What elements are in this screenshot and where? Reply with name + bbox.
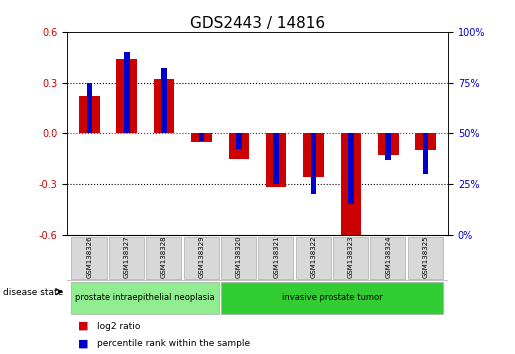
Text: ■: ■ <box>78 321 89 331</box>
Bar <box>191 133 212 142</box>
Bar <box>124 52 130 133</box>
Bar <box>296 237 331 279</box>
Bar <box>183 237 219 279</box>
Bar <box>416 133 436 150</box>
Bar <box>273 133 279 184</box>
Text: GSM138323: GSM138323 <box>348 236 354 278</box>
Bar <box>423 133 428 174</box>
Text: GSM138324: GSM138324 <box>385 236 391 278</box>
Text: GSM138320: GSM138320 <box>236 236 242 278</box>
Bar <box>258 237 294 279</box>
Bar <box>229 133 249 159</box>
Bar <box>221 282 443 314</box>
Text: GSM138325: GSM138325 <box>423 236 428 278</box>
Bar <box>72 237 107 279</box>
Text: prostate intraepithelial neoplasia: prostate intraepithelial neoplasia <box>75 293 215 302</box>
Text: GSM138326: GSM138326 <box>87 236 92 278</box>
Bar <box>116 59 137 133</box>
Bar <box>378 133 399 155</box>
Bar <box>109 237 144 279</box>
Text: GSM138328: GSM138328 <box>161 236 167 278</box>
Bar <box>79 96 99 133</box>
Bar <box>87 82 92 133</box>
Bar <box>311 133 316 194</box>
Bar <box>370 237 405 279</box>
Bar <box>199 133 204 141</box>
Text: ■: ■ <box>78 338 89 348</box>
Text: disease state: disease state <box>3 287 63 297</box>
Bar <box>385 133 391 160</box>
Bar <box>303 133 324 177</box>
Text: log2 ratio: log2 ratio <box>97 322 141 331</box>
Bar <box>146 237 181 279</box>
Title: GDS2443 / 14816: GDS2443 / 14816 <box>190 16 325 31</box>
Bar <box>408 237 443 279</box>
Bar <box>221 237 256 279</box>
Text: GSM138321: GSM138321 <box>273 236 279 278</box>
Text: GSM138327: GSM138327 <box>124 236 130 278</box>
Text: GSM138329: GSM138329 <box>198 236 204 278</box>
Text: percentile rank within the sample: percentile rank within the sample <box>97 339 251 348</box>
Bar <box>348 133 354 204</box>
Bar <box>161 68 167 133</box>
Bar <box>236 133 242 149</box>
Bar <box>72 282 219 314</box>
Bar <box>154 79 175 133</box>
Text: invasive prostate tumor: invasive prostate tumor <box>282 293 382 302</box>
Bar <box>333 237 368 279</box>
Bar <box>340 133 361 235</box>
Text: GSM138322: GSM138322 <box>311 236 317 278</box>
Bar <box>266 133 286 187</box>
